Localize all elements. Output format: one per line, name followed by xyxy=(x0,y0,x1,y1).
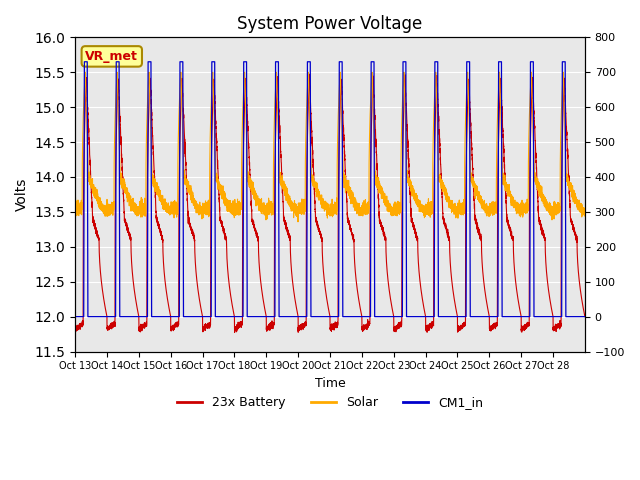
Text: VR_met: VR_met xyxy=(85,50,138,63)
Legend: 23x Battery, Solar, CM1_in: 23x Battery, Solar, CM1_in xyxy=(172,391,488,414)
Title: System Power Voltage: System Power Voltage xyxy=(237,15,422,33)
Y-axis label: Volts: Volts xyxy=(15,178,29,211)
X-axis label: Time: Time xyxy=(315,377,346,390)
